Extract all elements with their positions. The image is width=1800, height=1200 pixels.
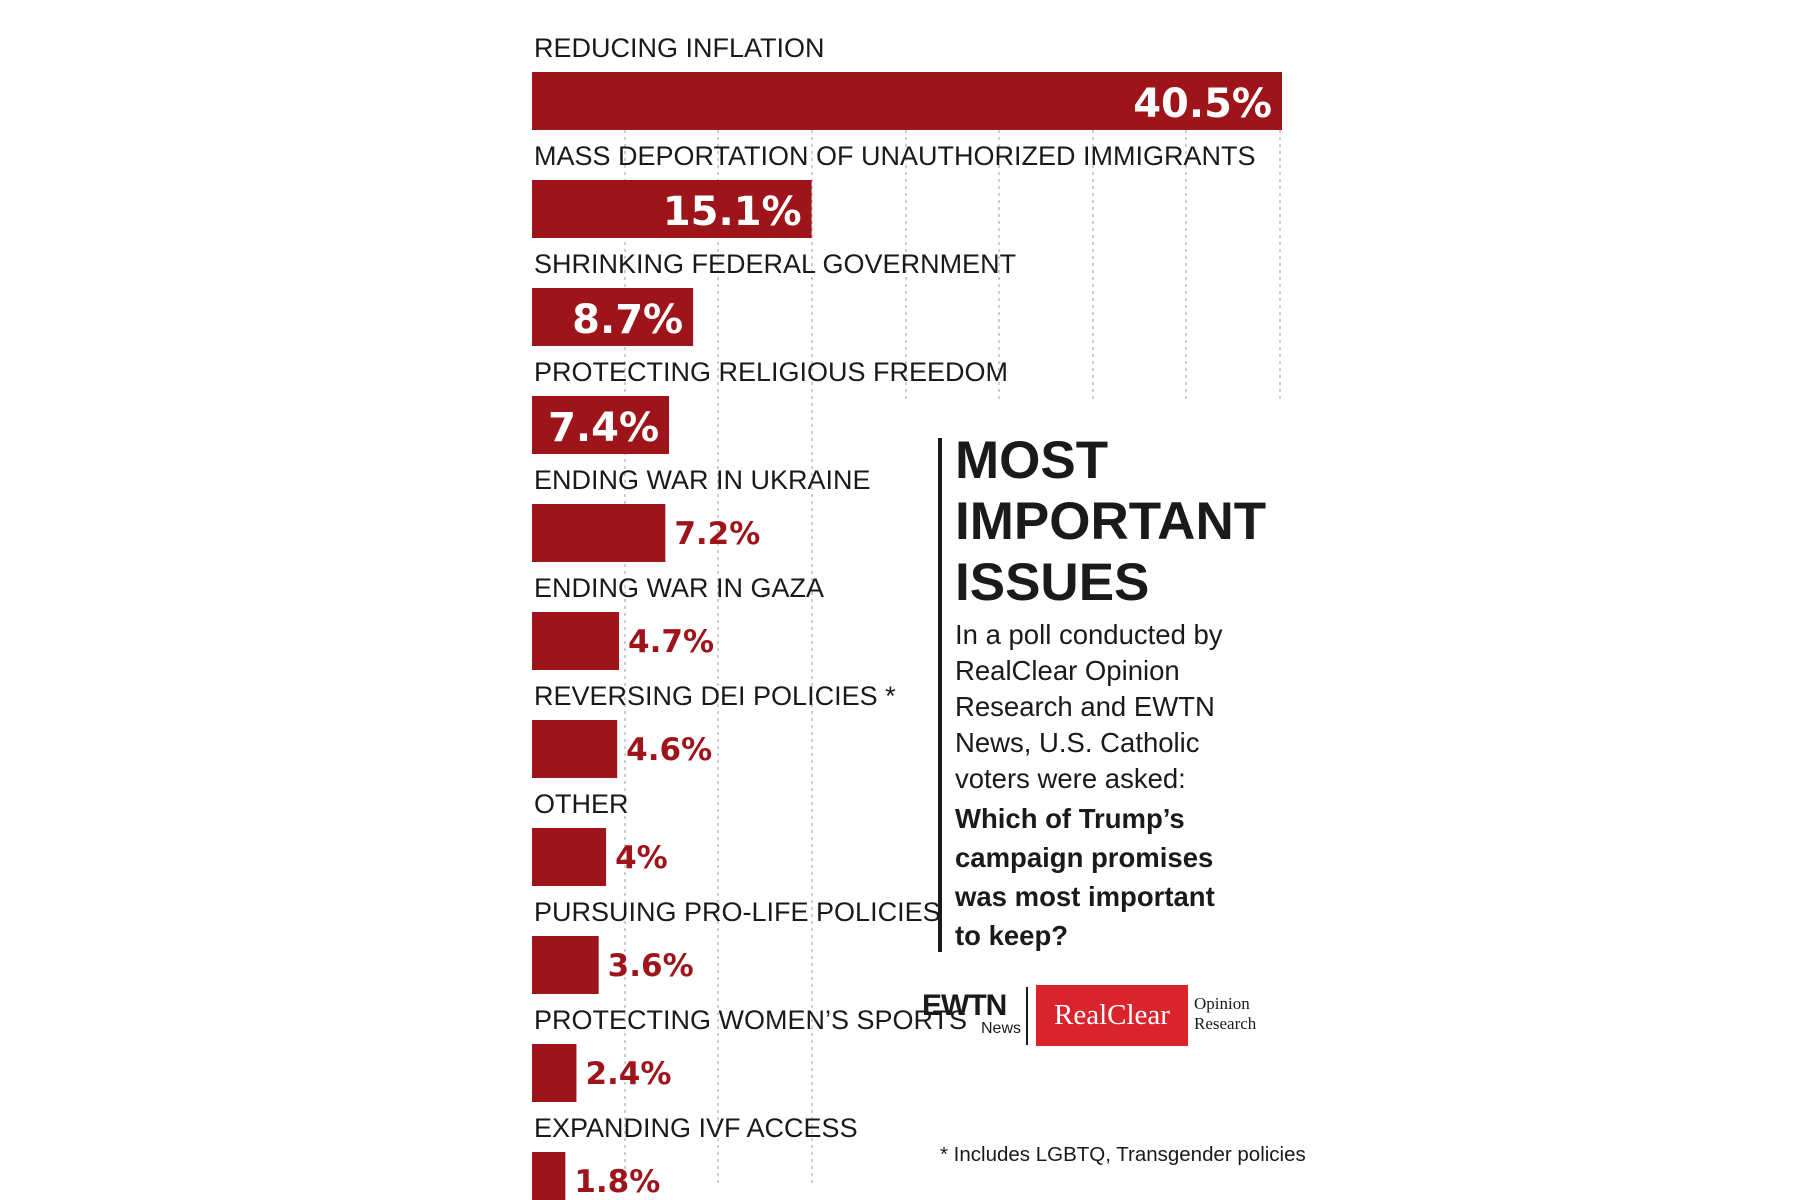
bar xyxy=(532,72,1282,130)
value-label: 7.4% xyxy=(548,405,659,451)
grid-lines xyxy=(624,130,1281,1183)
question-line: Which of Trump’s xyxy=(955,803,1185,834)
value-label: 4% xyxy=(615,840,668,876)
logo-separator xyxy=(1026,987,1028,1045)
subtitle-line: RealClear Opinion xyxy=(955,655,1180,686)
chart-title: MOST IMPORTANT ISSUES xyxy=(955,430,1285,613)
value-label: 15.1% xyxy=(663,189,802,235)
bar xyxy=(532,396,670,454)
title-line: IMPORTANT xyxy=(955,492,1267,551)
category-label: ENDING WAR IN GAZA xyxy=(534,573,824,603)
category-label: REDUCING INFLATION xyxy=(534,33,825,63)
value-label: 3.6% xyxy=(608,948,694,984)
title-line: MOST xyxy=(955,431,1109,490)
bar xyxy=(532,180,812,238)
value-label: 4.7% xyxy=(628,624,714,660)
value-label: 40.5% xyxy=(1133,81,1272,127)
value-label: 8.7% xyxy=(572,297,683,343)
bar xyxy=(532,1152,566,1200)
subtitle-line: In a poll conducted by xyxy=(955,619,1223,650)
category-label: SHRINKING FEDERAL GOVERNMENT xyxy=(534,249,1016,279)
question-line: campaign promises xyxy=(955,842,1214,873)
category-label: OTHER xyxy=(534,789,629,819)
realclear-subtitle: Opinion Research xyxy=(1194,994,1256,1034)
subtitle-line: News, U.S. Catholic xyxy=(955,727,1200,758)
chart-subtitle: In a poll conducted by RealClear Opinion… xyxy=(955,617,1285,797)
category-label: PURSUING PRO-LIFE POLICIES xyxy=(534,897,941,927)
bar xyxy=(532,936,599,994)
question-line: to keep? xyxy=(955,920,1069,951)
info-divider xyxy=(938,438,942,952)
realclear-logo: RealClear xyxy=(1036,985,1188,1046)
subtitle-line: Research and EWTN xyxy=(955,691,1215,722)
bars: REDUCING INFLATION 40.5% MASS DEPORTATION … xyxy=(532,33,1282,1200)
realclear-sub-line: Opinion xyxy=(1194,994,1250,1013)
bar xyxy=(532,1044,577,1102)
bar xyxy=(532,720,618,778)
category-label: MASS DEPORTATION OF UNAUTHORIZED IMMIGRA… xyxy=(534,141,1256,171)
info-panel: MOST IMPORTANT ISSUES In a poll conducte… xyxy=(955,430,1285,955)
category-label: PROTECTING RELIGIOUS FREEDOM xyxy=(534,357,1008,387)
bar xyxy=(532,612,620,670)
poll-question: Which of Trump’s campaign promises was m… xyxy=(955,799,1285,955)
value-label: 1.8% xyxy=(574,1164,660,1200)
value-label: 4.6% xyxy=(626,732,712,768)
category-label: REVERSING DEI POLICIES * xyxy=(534,681,896,711)
value-label: 2.4% xyxy=(585,1056,671,1092)
value-label: 7.2% xyxy=(674,516,760,552)
footnote: * Includes LGBTQ, Transgender policies xyxy=(940,1143,1306,1166)
title-line: ISSUES xyxy=(955,553,1150,612)
subtitle-line: voters were asked: xyxy=(955,763,1186,794)
ewtn-news-label: News xyxy=(981,1020,1022,1037)
bar xyxy=(532,504,666,562)
bar xyxy=(532,288,694,346)
ewtn-logo: EWTN xyxy=(922,989,1007,1022)
category-label: ENDING WAR IN UKRAINE xyxy=(534,465,871,495)
category-label: PROTECTING WOMEN’S SPORTS xyxy=(534,1005,967,1035)
bar xyxy=(532,828,607,886)
question-line: was most important xyxy=(955,881,1215,912)
category-label: EXPANDING IVF ACCESS xyxy=(534,1113,858,1143)
realclear-sub-line: Research xyxy=(1194,1014,1257,1033)
sponsor-logos: EWTN News RealClear Opinion Research xyxy=(922,985,1282,1047)
